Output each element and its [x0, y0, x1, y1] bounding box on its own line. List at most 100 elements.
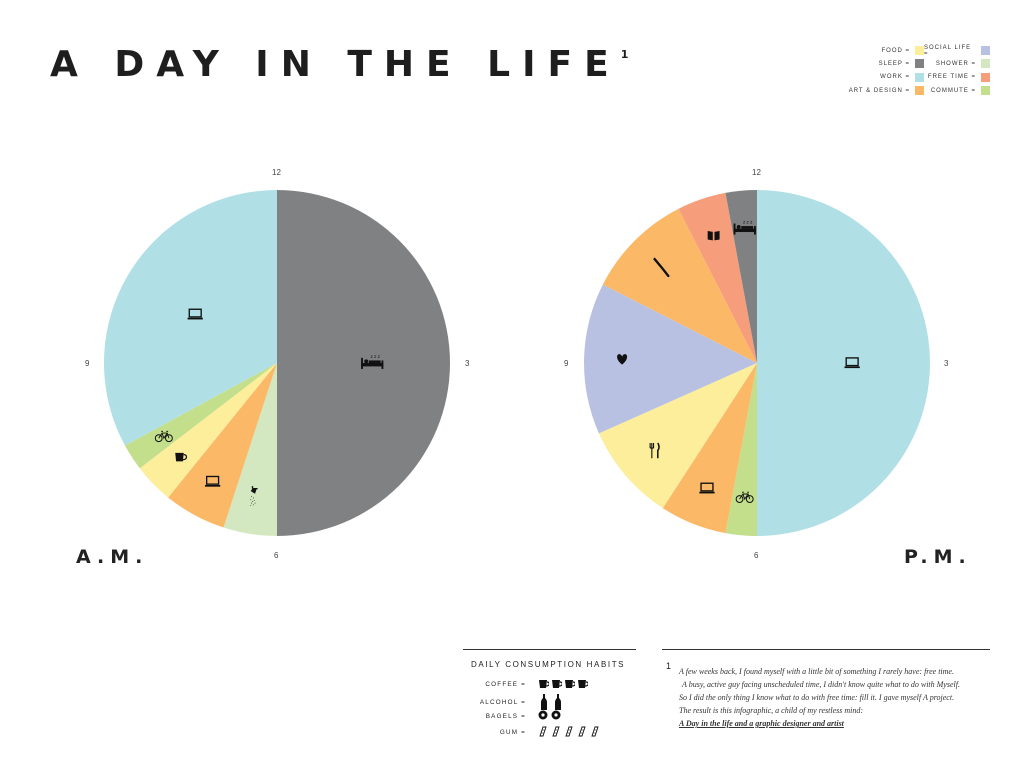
- legend-swatch: [981, 46, 990, 56]
- legend-item: ART & DESIGN =: [836, 84, 924, 97]
- pm-clock-12: 12: [752, 168, 761, 177]
- bagel-icon: [551, 710, 561, 720]
- bicycle-icon: [154, 430, 173, 443]
- legend-item: SLEEP =: [836, 57, 924, 70]
- am-slice-food: [139, 363, 277, 498]
- legend-item: FREE TIME =: [924, 71, 990, 84]
- bicycle-icon: [735, 491, 754, 503]
- legend-label: COMMUTE =: [930, 87, 976, 94]
- consumption-row: GUM =: [476, 726, 601, 738]
- legend-label: ART & DESIGN =: [848, 87, 910, 94]
- gum-icon: [565, 726, 573, 737]
- heart-icon: [617, 354, 628, 365]
- shower-icon: [250, 486, 258, 507]
- pm-slice-sleep: [725, 190, 757, 363]
- mug-icon: [578, 680, 588, 688]
- gum-icon: [591, 726, 599, 737]
- footnote-marker: 1: [666, 661, 672, 671]
- consumption-row: COFFEE =: [476, 678, 588, 690]
- book-icon: [707, 230, 720, 241]
- footnote-line-3: So I did the only thing I know what to d…: [679, 693, 955, 702]
- footnote-text: A few weeks back, I found myself with a …: [679, 665, 960, 730]
- legend-item: WORK =: [836, 71, 924, 84]
- footnote-signature: A Day in the life and a graphic designer…: [679, 719, 844, 728]
- mug-icon: [552, 680, 562, 688]
- legend-item: FOOD =: [836, 44, 924, 57]
- footnote-line-4: The result is this infographic, a child …: [679, 706, 864, 715]
- consumption-icons: [538, 710, 562, 722]
- pm-slice-commute: [725, 363, 757, 536]
- consumption-label: ALCOHOL =: [479, 698, 526, 706]
- pm-slice-art-design: [602, 208, 757, 363]
- am-slice-art-design: [168, 363, 277, 528]
- legend-swatch: [915, 59, 924, 69]
- pm-clock-6: 6: [754, 551, 759, 560]
- fork-knife-icon: [649, 442, 660, 459]
- legend-right: SOCIAL LIFE = SHOWER = FREE TIME = COMMUTE …: [924, 44, 990, 97]
- legend-label: SHOWER =: [935, 60, 976, 67]
- consumption-row: ALCOHOL =: [476, 694, 564, 710]
- consumption-rule: [463, 649, 636, 650]
- legend-swatch: [915, 86, 924, 96]
- am-slice-commute: [124, 363, 278, 469]
- consumption-label: GUM =: [499, 728, 526, 736]
- am-clock-6: 6: [274, 551, 279, 560]
- legend-label: FOOD =: [881, 47, 910, 54]
- legend-swatch: [981, 86, 990, 96]
- legend-label: SLEEP =: [878, 60, 910, 67]
- bed-icon: z z z: [361, 355, 384, 369]
- am-slice-shower: [223, 363, 277, 536]
- page-title: A DAY IN THE LIFE1: [50, 44, 628, 85]
- consumption-icons: [538, 726, 601, 738]
- legend-left: FOOD = SLEEP = WORK = ART & DESIGN =: [836, 44, 924, 97]
- consumption-label: COFFEE =: [485, 680, 526, 688]
- coffee-icon: [175, 452, 188, 462]
- consumption-title: DAILY CONSUMPTION HABITS: [471, 660, 626, 669]
- mug-icon: [539, 680, 549, 688]
- am-clock-3: 3: [465, 359, 470, 368]
- pm-slice-art-design: [662, 363, 757, 534]
- bed-icon: z z z: [733, 221, 756, 235]
- laptop-icon: [204, 475, 221, 487]
- bottle-icon: [541, 694, 547, 710]
- footnote-rule: [662, 649, 990, 650]
- pm-slice-work: [757, 190, 930, 536]
- consumption-row: BAGELS =: [476, 710, 562, 722]
- legend-swatch: [981, 72, 990, 82]
- pm-slice-food: [598, 363, 757, 509]
- consumption-icons: [538, 678, 588, 690]
- pm-clock-9: 9: [564, 359, 569, 368]
- am-clock-12: 12: [272, 168, 281, 177]
- am-label: A.M.: [76, 546, 149, 568]
- legend-item: SHOWER =: [924, 57, 990, 70]
- paintbrush-icon: [653, 257, 670, 278]
- pm-slice-social-life: [584, 284, 757, 434]
- legend-swatch: [981, 59, 990, 69]
- gum-icon: [539, 726, 547, 737]
- legend-swatch: [915, 46, 924, 56]
- footnote-line-2: A busy, active guy facing unscheduled ti…: [682, 680, 960, 689]
- title-footnote-marker: 1: [620, 48, 629, 61]
- am-clock-9: 9: [85, 359, 90, 368]
- gum-icon: [552, 726, 560, 737]
- page-title-text: A DAY IN THE LIFE: [50, 44, 621, 85]
- bottle-icon: [555, 694, 561, 710]
- consumption-icons: [538, 694, 564, 710]
- legend-swatch: [915, 72, 924, 82]
- laptop-icon: [187, 308, 203, 320]
- laptop-icon: [699, 482, 715, 494]
- svg-text:z z z: z z z: [743, 221, 753, 226]
- pm-slice-free-time: [678, 192, 757, 363]
- laptop-icon: [844, 357, 860, 369]
- svg-text:z z z: z z z: [370, 355, 380, 360]
- consumption-label: BAGELS =: [485, 712, 526, 720]
- legend-item: COMMUTE =: [924, 84, 990, 97]
- footnote-line-1: A few weeks back, I found myself with a …: [679, 667, 954, 676]
- legend-label: SOCIAL LIFE =: [924, 44, 972, 57]
- mug-icon: [565, 680, 575, 688]
- bagel-icon: [538, 710, 548, 720]
- pm-clock-3: 3: [944, 359, 949, 368]
- legend-label: WORK =: [880, 74, 910, 81]
- legend-label: FREE TIME =: [927, 74, 976, 81]
